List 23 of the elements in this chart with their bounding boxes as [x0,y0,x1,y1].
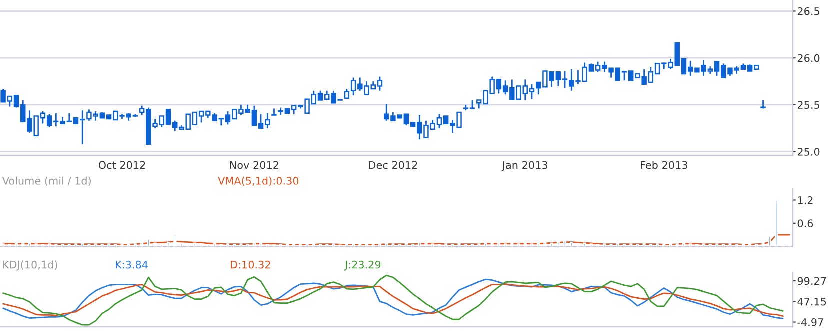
x-tick-label: Dec 2012 [369,161,418,170]
chart-title: Volume (mil / 1d) [2,176,91,186]
y-tick-label: 47.15 [798,298,826,306]
text: VMA(5,1d):0.30 [218,176,299,186]
series-label: K:3.84 [116,260,148,269]
line-series [2,274,784,326]
text: D:10.32 [230,260,270,269]
y-tick-label: 1.2 [798,196,813,204]
y-tick-label: 26.5 [798,7,820,16]
y-tick-label: 25.5 [798,101,820,110]
line-series [2,234,790,246]
y-tick-label: 25.0 [798,148,820,156]
x-tick-label: Jan 2013 [502,161,548,172]
chart-title: KDJ(10,1d) [3,260,58,271]
y-tick-label: -4.97 [798,318,824,326]
candlestick [272,108,277,116]
y-tick-label: 0.6 [798,220,814,228]
series-label: J:23.29 [344,260,381,271]
x-tick-label: Feb 2013 [641,161,688,170]
x-tick-label: Oct 2012 [98,161,146,170]
y-tick-label: 26.0 [798,54,820,62]
y-tick-label: 99.27 [798,277,826,286]
x-tick-label: Nov 2012 [230,161,278,170]
